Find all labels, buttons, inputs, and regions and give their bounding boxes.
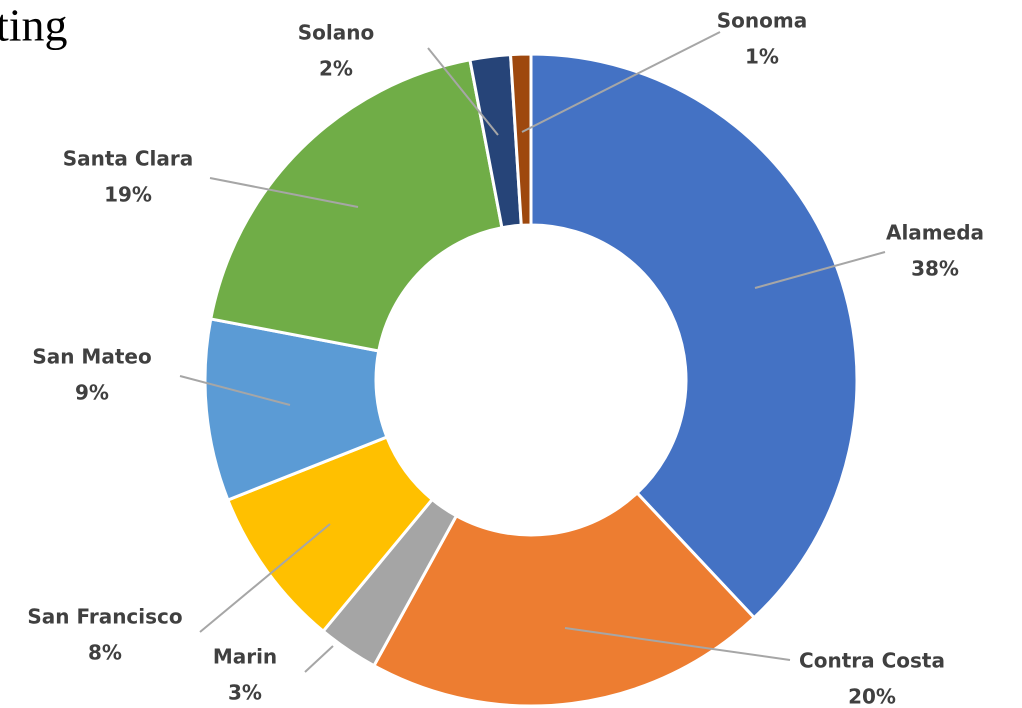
leader-line (199, 523, 331, 633)
leader-line (754, 251, 886, 289)
category-label: Alameda (886, 221, 984, 245)
value-label: 2% (319, 57, 353, 81)
category-label: Santa Clara (63, 147, 194, 171)
slice (209, 58, 504, 353)
leader-line (564, 627, 791, 661)
value-label: 9% (75, 381, 109, 405)
value-label: 19% (104, 183, 152, 207)
value-label: 3% (228, 681, 262, 705)
value-label: 1% (745, 45, 779, 69)
category-label: Marin (213, 645, 277, 669)
leader-line (179, 375, 291, 406)
slice (371, 490, 757, 708)
leader-line (209, 177, 359, 208)
category-label: Solano (298, 21, 374, 45)
category-label: San Mateo (32, 345, 151, 369)
category-label: Contra Costa (799, 649, 945, 673)
category-label: Sonoma (717, 9, 807, 33)
leader-line (521, 31, 721, 133)
slice (529, 52, 859, 620)
slice (508, 52, 533, 227)
category-label: San Francisco (27, 605, 182, 629)
leader-line (427, 47, 499, 136)
leader-line (304, 645, 334, 673)
value-label: 38% (911, 257, 959, 281)
value-label: 8% (88, 641, 122, 665)
chart-title: ting (0, 0, 68, 51)
value-label: 20% (848, 685, 896, 708)
